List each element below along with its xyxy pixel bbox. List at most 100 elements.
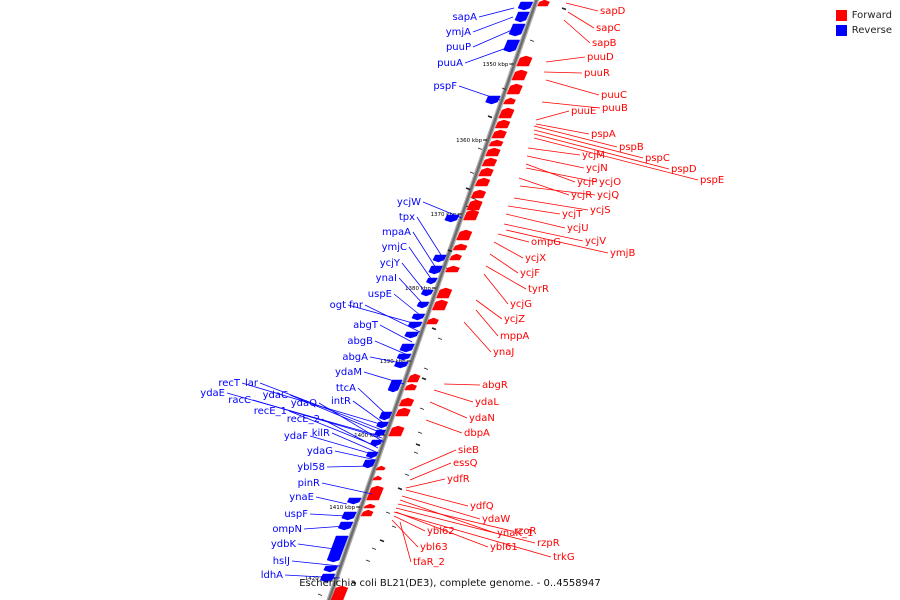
- gene-label[interactable]: ybl61: [490, 542, 518, 553]
- gene-label[interactable]: recE_1: [254, 406, 287, 417]
- gene-label[interactable]: ydbK: [271, 539, 297, 550]
- reverse-gene[interactable]: [517, 1, 534, 11]
- gene-label[interactable]: uspE: [368, 289, 392, 300]
- reverse-gene[interactable]: [341, 511, 357, 521]
- forward-gene[interactable]: [452, 243, 468, 251]
- forward-gene[interactable]: [506, 83, 523, 95]
- gene-label[interactable]: ompN: [272, 524, 302, 535]
- gene-label[interactable]: puuP: [446, 42, 471, 53]
- gene-label[interactable]: intR: [331, 396, 351, 407]
- gene-label[interactable]: ydfQ: [470, 501, 494, 512]
- gene-label[interactable]: ynaJ: [493, 347, 514, 358]
- forward-gene[interactable]: [485, 147, 501, 157]
- reverse-gene[interactable]: [420, 289, 434, 297]
- forward-gene[interactable]: [463, 209, 480, 221]
- forward-gene[interactable]: [395, 407, 411, 417]
- gene-label[interactable]: puuR: [584, 68, 610, 79]
- forward-gene[interactable]: [445, 265, 460, 273]
- gene-label[interactable]: pspC: [645, 153, 670, 164]
- gene-label[interactable]: ydaF: [284, 431, 308, 442]
- gene-label[interactable]: ymjB: [610, 248, 635, 259]
- gene-label[interactable]: puuC: [601, 90, 627, 101]
- forward-gene[interactable]: [494, 119, 511, 129]
- gene-label[interactable]: pspA: [591, 129, 616, 140]
- gene-label[interactable]: ycjF: [520, 268, 540, 279]
- gene-label[interactable]: ycjP: [577, 177, 597, 188]
- reverse-gene[interactable]: [326, 535, 349, 563]
- gene-label[interactable]: ycjG: [510, 299, 532, 310]
- gene-label[interactable]: tpx: [399, 212, 415, 223]
- gene-label[interactable]: ybl63: [420, 542, 448, 553]
- gene-label[interactable]: ynaI: [376, 273, 397, 284]
- gene-label[interactable]: ybl62: [427, 526, 455, 537]
- gene-label[interactable]: abgB: [347, 336, 373, 347]
- forward-gene[interactable]: [404, 383, 418, 391]
- gene-label[interactable]: ymjA: [446, 27, 471, 38]
- gene-label[interactable]: recT: [218, 378, 241, 389]
- gene-label[interactable]: ybl58: [297, 462, 325, 473]
- forward-gene[interactable]: [363, 503, 376, 509]
- gene-label[interactable]: trkG: [553, 552, 575, 563]
- gene-label[interactable]: pspB: [619, 142, 644, 153]
- reverse-gene[interactable]: [432, 254, 447, 263]
- gene-label[interactable]: abgT: [353, 320, 379, 331]
- gene-label[interactable]: pspE: [700, 175, 724, 186]
- forward-gene[interactable]: [491, 129, 507, 139]
- forward-gene[interactable]: [372, 475, 383, 481]
- gene-label[interactable]: kilR: [312, 428, 330, 439]
- gene-label[interactable]: puuA: [437, 58, 463, 69]
- forward-gene[interactable]: [488, 139, 504, 147]
- gene-label[interactable]: ycjN: [586, 163, 608, 174]
- forward-gene[interactable]: [330, 585, 349, 600]
- reverse-gene[interactable]: [425, 277, 438, 285]
- reverse-gene[interactable]: [319, 573, 336, 583]
- gene-label[interactable]: ttcA: [336, 383, 356, 394]
- gene-label[interactable]: ymjC: [382, 242, 407, 253]
- gene-label[interactable]: ycjZ: [504, 314, 525, 325]
- gene-label[interactable]: ydaW: [482, 514, 510, 525]
- forward-gene[interactable]: [474, 177, 491, 187]
- gene-label[interactable]: fnr: [349, 300, 364, 311]
- gene-label[interactable]: sapD: [600, 6, 626, 17]
- gene-label[interactable]: ycjS: [590, 205, 611, 216]
- gene-label[interactable]: tfaR_2: [413, 557, 445, 568]
- gene-label[interactable]: ydfR: [447, 474, 470, 485]
- gene-label[interactable]: ycjR: [571, 190, 592, 201]
- gene-label[interactable]: pspD: [671, 164, 697, 175]
- forward-gene[interactable]: [503, 97, 516, 105]
- forward-gene[interactable]: [470, 189, 487, 199]
- reverse-gene[interactable]: [396, 353, 412, 361]
- gene-label[interactable]: uspF: [284, 509, 308, 520]
- reverse-gene[interactable]: [323, 565, 339, 573]
- forward-gene[interactable]: [498, 107, 515, 119]
- gene-label[interactable]: essQ: [453, 458, 478, 469]
- reverse-gene[interactable]: [378, 411, 393, 421]
- gene-label[interactable]: puuB: [602, 103, 628, 114]
- gene-label[interactable]: ldhA: [261, 570, 283, 581]
- forward-gene[interactable]: [537, 0, 550, 7]
- forward-gene[interactable]: [511, 69, 528, 81]
- reverse-gene[interactable]: [399, 343, 415, 353]
- gene-label[interactable]: ompG: [531, 237, 561, 248]
- forward-gene[interactable]: [481, 157, 498, 167]
- reverse-gene[interactable]: [428, 265, 443, 275]
- gene-label[interactable]: ydaE: [200, 388, 225, 399]
- gene-label[interactable]: dbpA: [464, 428, 490, 439]
- gene-label[interactable]: ynaK_1: [497, 528, 533, 539]
- gene-label[interactable]: ycjO: [599, 177, 621, 188]
- forward-gene[interactable]: [436, 287, 453, 299]
- gene-label[interactable]: ynaE: [289, 492, 314, 503]
- gene-label[interactable]: abgR: [482, 380, 508, 391]
- reverse-gene[interactable]: [346, 497, 362, 505]
- gene-label[interactable]: tyrR: [528, 284, 549, 295]
- gene-label[interactable]: ycjY: [380, 258, 401, 269]
- reverse-gene[interactable]: [407, 321, 423, 329]
- gene-label[interactable]: racC: [228, 395, 251, 406]
- gene-label[interactable]: pspF: [433, 81, 457, 92]
- gene-label[interactable]: rzpR: [537, 538, 560, 549]
- reverse-gene[interactable]: [416, 301, 430, 309]
- gene-label[interactable]: abgA: [342, 352, 368, 363]
- gene-label[interactable]: ydaG: [307, 446, 333, 457]
- forward-gene[interactable]: [375, 465, 386, 471]
- gene-label[interactable]: ycjV: [585, 236, 606, 247]
